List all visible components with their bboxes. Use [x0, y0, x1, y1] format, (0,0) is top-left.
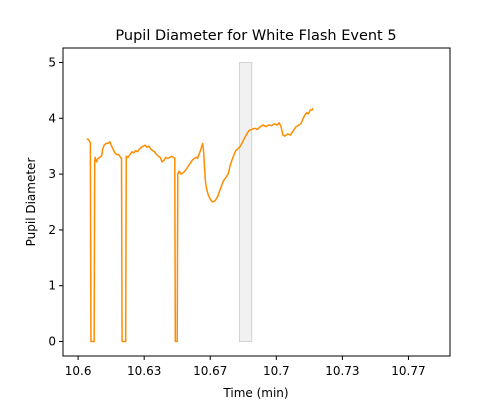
y-axis-ticks: 0 1 2 3 4 5: [48, 56, 63, 349]
y-axis-title: Pupil Diameter: [24, 158, 38, 247]
y-tick-label: 1: [48, 279, 56, 293]
y-tick-label: 0: [48, 334, 56, 348]
y-tick-label: 2: [48, 223, 56, 237]
shaded-region-layer: [240, 63, 252, 342]
x-tick-label: 10.63: [127, 364, 161, 378]
x-tick-label: 10.6: [65, 364, 92, 378]
x-tick-label: 10.67: [193, 364, 227, 378]
x-tick-label: 10.73: [325, 364, 359, 378]
y-tick-label: 5: [48, 56, 56, 70]
chart-title: Pupil Diameter for White Flash Event 5: [115, 28, 396, 44]
x-tick-label: 10.77: [391, 364, 425, 378]
x-axis-title: Time (min): [222, 386, 288, 400]
series-layer: [87, 108, 314, 341]
pupil-diameter-series-line: [87, 108, 314, 341]
y-tick-label: 4: [48, 111, 56, 125]
x-axis-ticks: 10.6 10.63 10.67 10.7 10.73 10.77: [65, 356, 426, 378]
y-tick-label: 3: [48, 167, 56, 181]
x-tick-label: 10.7: [263, 364, 290, 378]
flash-event-shaded-region: [240, 63, 252, 342]
